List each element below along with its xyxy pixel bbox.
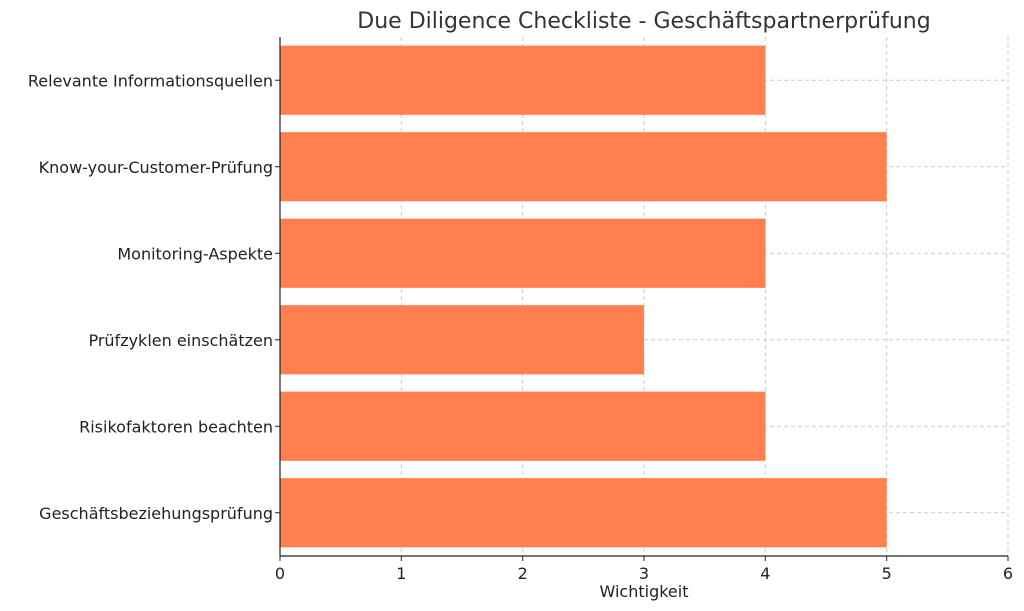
- bar: [280, 391, 766, 461]
- x-tick-label: 1: [396, 564, 406, 583]
- x-tick-label: 5: [882, 564, 892, 583]
- chart-title: Due Diligence Checkliste - Geschäftspart…: [357, 9, 930, 34]
- bar: [280, 218, 766, 288]
- y-ticks: Relevante Informationsquellen Know-your-C…: [28, 71, 280, 523]
- x-tick-label: 0: [275, 564, 285, 583]
- x-axis-label: Wichtigkeit: [600, 582, 689, 601]
- bar: [280, 305, 644, 375]
- x-tick-label: 3: [639, 564, 649, 583]
- y-tick-label: Prüfzyklen einschätzen: [88, 331, 273, 350]
- bar: [280, 45, 766, 115]
- y-tick-label: Know-your-Customer-Prüfung: [39, 158, 273, 177]
- y-tick-label: Relevante Informationsquellen: [28, 71, 273, 90]
- bar: [280, 132, 887, 202]
- y-tick-label: Risikofaktoren beachten: [79, 417, 273, 436]
- x-tick-label: 2: [518, 564, 528, 583]
- x-tick-label: 6: [1003, 564, 1013, 583]
- bars: [280, 45, 887, 548]
- y-tick-label: Geschäftsbeziehungsprüfung: [39, 504, 273, 523]
- x-tick-label: 4: [760, 564, 770, 583]
- x-ticks: 0 1 2 3 4 5 6: [275, 556, 1013, 583]
- bar: [280, 478, 887, 548]
- y-tick-label: Monitoring-Aspekte: [117, 244, 273, 263]
